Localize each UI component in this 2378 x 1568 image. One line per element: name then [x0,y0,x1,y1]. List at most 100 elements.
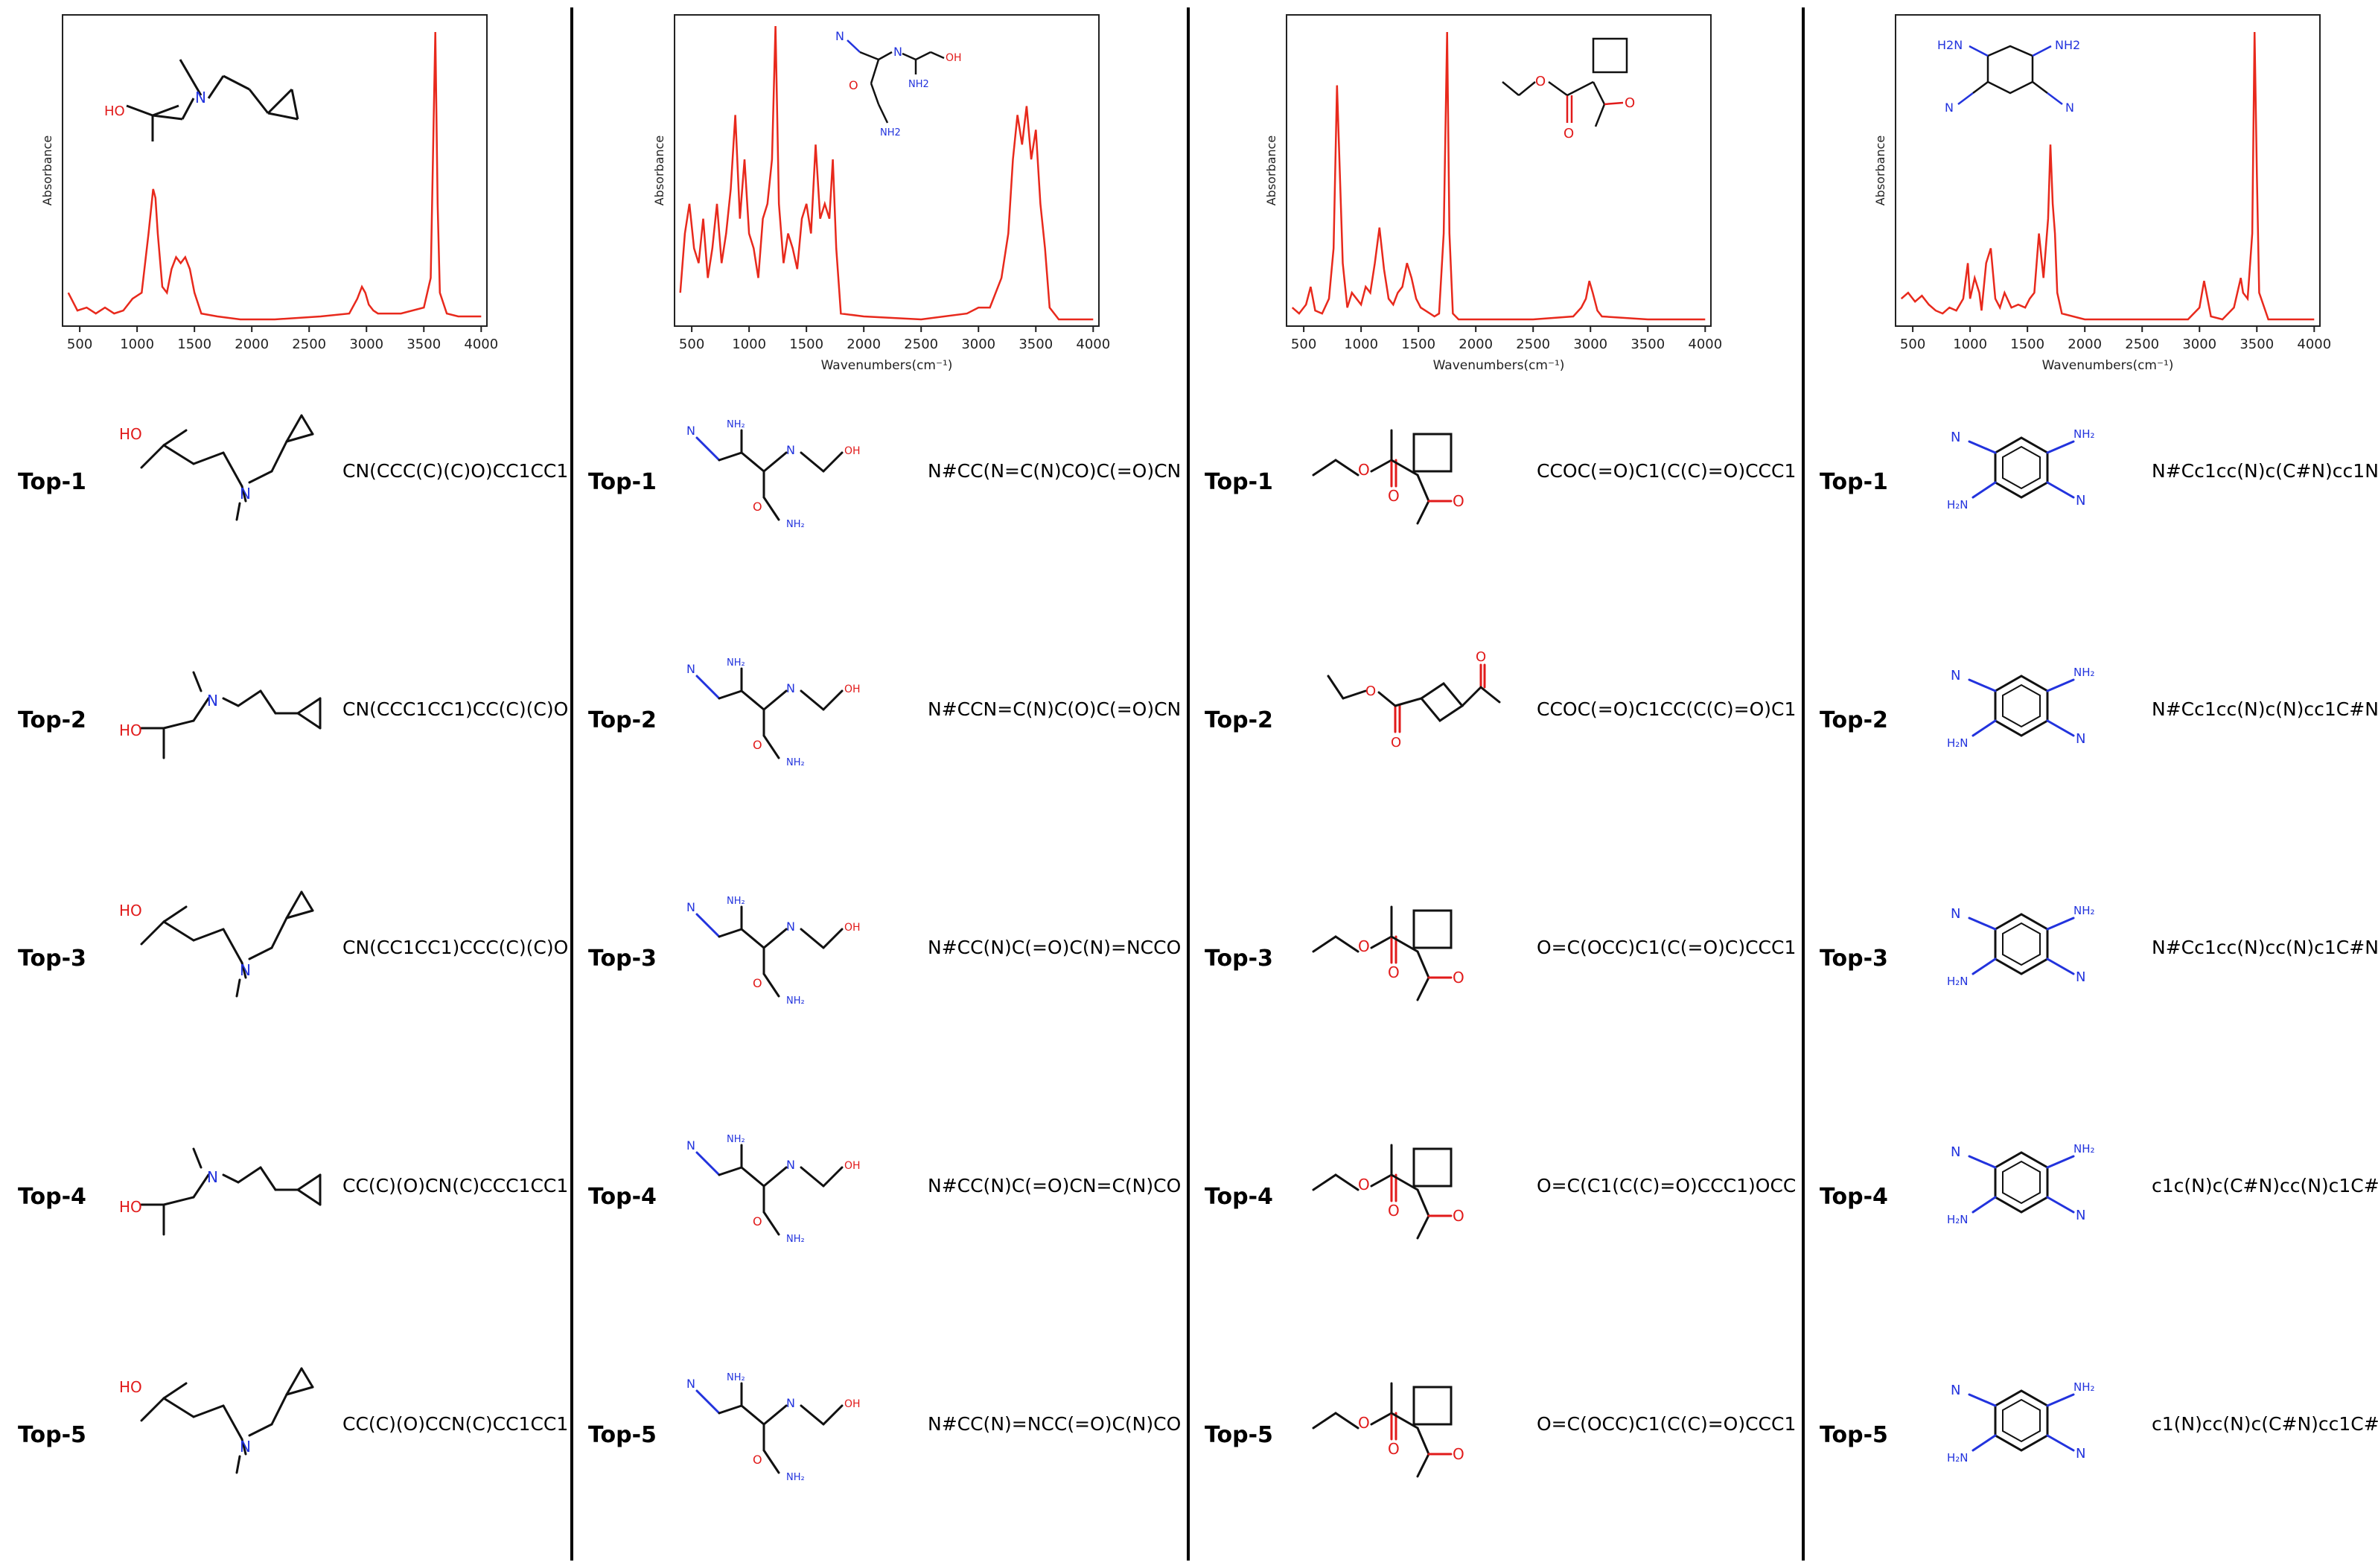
x-tick-label: 1500 [1401,337,1435,352]
smiles-string: O=C(OCC)C1(C(=O)C)CCC1 [1537,937,1797,958]
svg-text:OH: OH [844,445,861,457]
spectrum-line [679,25,1094,321]
candidate-structure: N N OH O NH₂ NH₂ [686,657,861,768]
x-tick-label: 1500 [789,337,823,352]
svg-text:O: O [1453,969,1464,987]
x-tick-label: 1000 [120,337,154,352]
svg-text:O: O [1388,1440,1400,1458]
spectrum-line [1291,31,1706,321]
svg-text:NH₂: NH₂ [727,896,745,907]
rank-label: Top-1 [1820,469,1888,495]
nh2-label: NH2 [2055,38,2080,52]
x-tick-label: 500 [679,337,704,352]
svg-text:N: N [786,920,795,934]
x-tick-label: 1500 [177,337,211,352]
svg-text:N: N [1951,430,1960,445]
x-axis-label: Wavenumbers(cm⁻¹) [1433,358,1565,373]
rank-label: Top-4 [588,1184,657,1210]
n-label-1: N [835,30,844,43]
svg-text:O: O [1388,487,1400,505]
svg-text:HO: HO [119,425,142,443]
x-tick-label: 2500 [904,337,938,352]
y-axis-label: Absorbance [1264,136,1278,206]
svg-text:O: O [753,1214,762,1228]
smiles-string: CN(CC1CC1)CCC(C)(C)O [342,937,569,958]
svg-text:N: N [686,662,695,676]
spectrum-line [1900,31,2315,321]
candidate-structure: N N OH O NH₂ NH₂ [686,1134,861,1245]
x-tick-label: 2500 [292,337,326,352]
svg-text:O: O [753,738,762,752]
o-label: O [849,78,858,92]
svg-text:NH₂: NH₂ [727,657,745,669]
y-axis-label: Absorbance [40,136,54,206]
candidate-structure: N NH₂ H₂N N [1947,666,2095,750]
spectrum-molecule-2: N N OH NH2 O NH2 [835,30,962,138]
svg-text:O: O [1358,1414,1370,1432]
svg-text:O: O [1391,735,1401,750]
n-label-2: N [2065,101,2074,115]
svg-text:NH₂: NH₂ [2073,1380,2095,1394]
column-divider-2 [1187,7,1190,1561]
spectrum-line [67,31,482,321]
svg-text:H₂N: H₂N [1947,1213,1969,1226]
svg-text:N: N [2076,1446,2085,1462]
rank-label: Top-3 [588,946,657,972]
x-tick-label: 3500 [407,337,441,352]
ir-spectrum-1: 500 1000 1500 2000 2500 3000 3500 4000 Absorbanc… [40,14,498,352]
svg-text:N: N [686,900,695,914]
x-tick-label: 2000 [235,337,269,352]
svg-text:N: N [786,1158,795,1172]
candidate-structure: O O O [1312,1144,1464,1240]
candidate-structure: N NH₂ H₂N N [1947,1142,2095,1226]
x-tick-label: 4000 [1688,337,1722,352]
rank-label: Top-2 [1820,707,1888,733]
rank-label: Top-4 [1205,1184,1273,1210]
x-tick-label: 1500 [2010,337,2044,352]
x-axis-label: Wavenumbers(cm⁻¹) [2042,358,2174,373]
svg-text:NH₂: NH₂ [786,995,805,1007]
y-axis-label: Absorbance [1873,136,1887,206]
svg-text:HO: HO [119,902,142,920]
smiles-string: N#CC(N)C(=O)C(N)=NCCO [928,937,1182,958]
y-axis-label: Absorbance [652,136,666,206]
x-tick-label: 2500 [1516,337,1550,352]
x-tick-label: 500 [1900,337,1925,352]
smiles-string: CN(CCC1CC1)CC(C)(C)O [342,698,569,720]
x-tick-label: 4000 [2297,337,2331,352]
ir-spectrum-4: 500 1000 1500 2000 2500 3000 3500 4000 Absorbanc… [1873,14,2331,373]
svg-text:N: N [207,1168,218,1186]
svg-text:O: O [1358,1176,1370,1193]
svg-text:NH₂: NH₂ [2073,427,2095,441]
svg-text:NH₂: NH₂ [2073,904,2095,917]
svg-text:N: N [686,424,695,438]
svg-text:O: O [1453,1445,1464,1463]
smiles-string: N#CC(N)=NCC(=O)C(N)CO [928,1413,1182,1435]
rank-label: Top-4 [18,1184,86,1210]
svg-text:N: N [2076,731,2085,747]
svg-text:N: N [786,681,795,695]
svg-text:NH₂: NH₂ [786,1234,805,1245]
svg-text:NH₂: NH₂ [786,1472,805,1483]
svg-text:N: N [2076,493,2085,509]
x-tick-label: 3500 [2240,337,2274,352]
smiles-string: N#CC(N=C(N)CO)C(=O)CN [928,460,1182,482]
svg-text:OH: OH [844,922,861,934]
rank-label: Top-3 [1205,946,1273,972]
rank-label: Top-3 [1820,946,1888,972]
svg-text:O: O [753,1453,762,1467]
svg-text:NH₂: NH₂ [727,1134,745,1145]
svg-text:O: O [1388,1202,1400,1220]
smiles-string: c1(N)cc(N)c(C#N)cc1C#N [2152,1413,2378,1435]
smiles-string: N#CCN=C(N)C(O)C(=O)CN [928,698,1182,720]
svg-text:H₂N: H₂N [1947,736,1969,750]
svg-text:N: N [786,1396,795,1410]
rank-label: Top-4 [1820,1184,1888,1210]
smiles-string: CCOC(=O)C1CC(C(C)=O)C1 [1537,698,1797,720]
n-label-1: N [1945,101,1954,115]
smiles-string: N#Cc1cc(N)c(C#N)cc1N [2152,460,2378,482]
n-label: N [195,89,206,106]
svg-text:HO: HO [119,1198,142,1216]
svg-text:O: O [1453,1207,1464,1225]
